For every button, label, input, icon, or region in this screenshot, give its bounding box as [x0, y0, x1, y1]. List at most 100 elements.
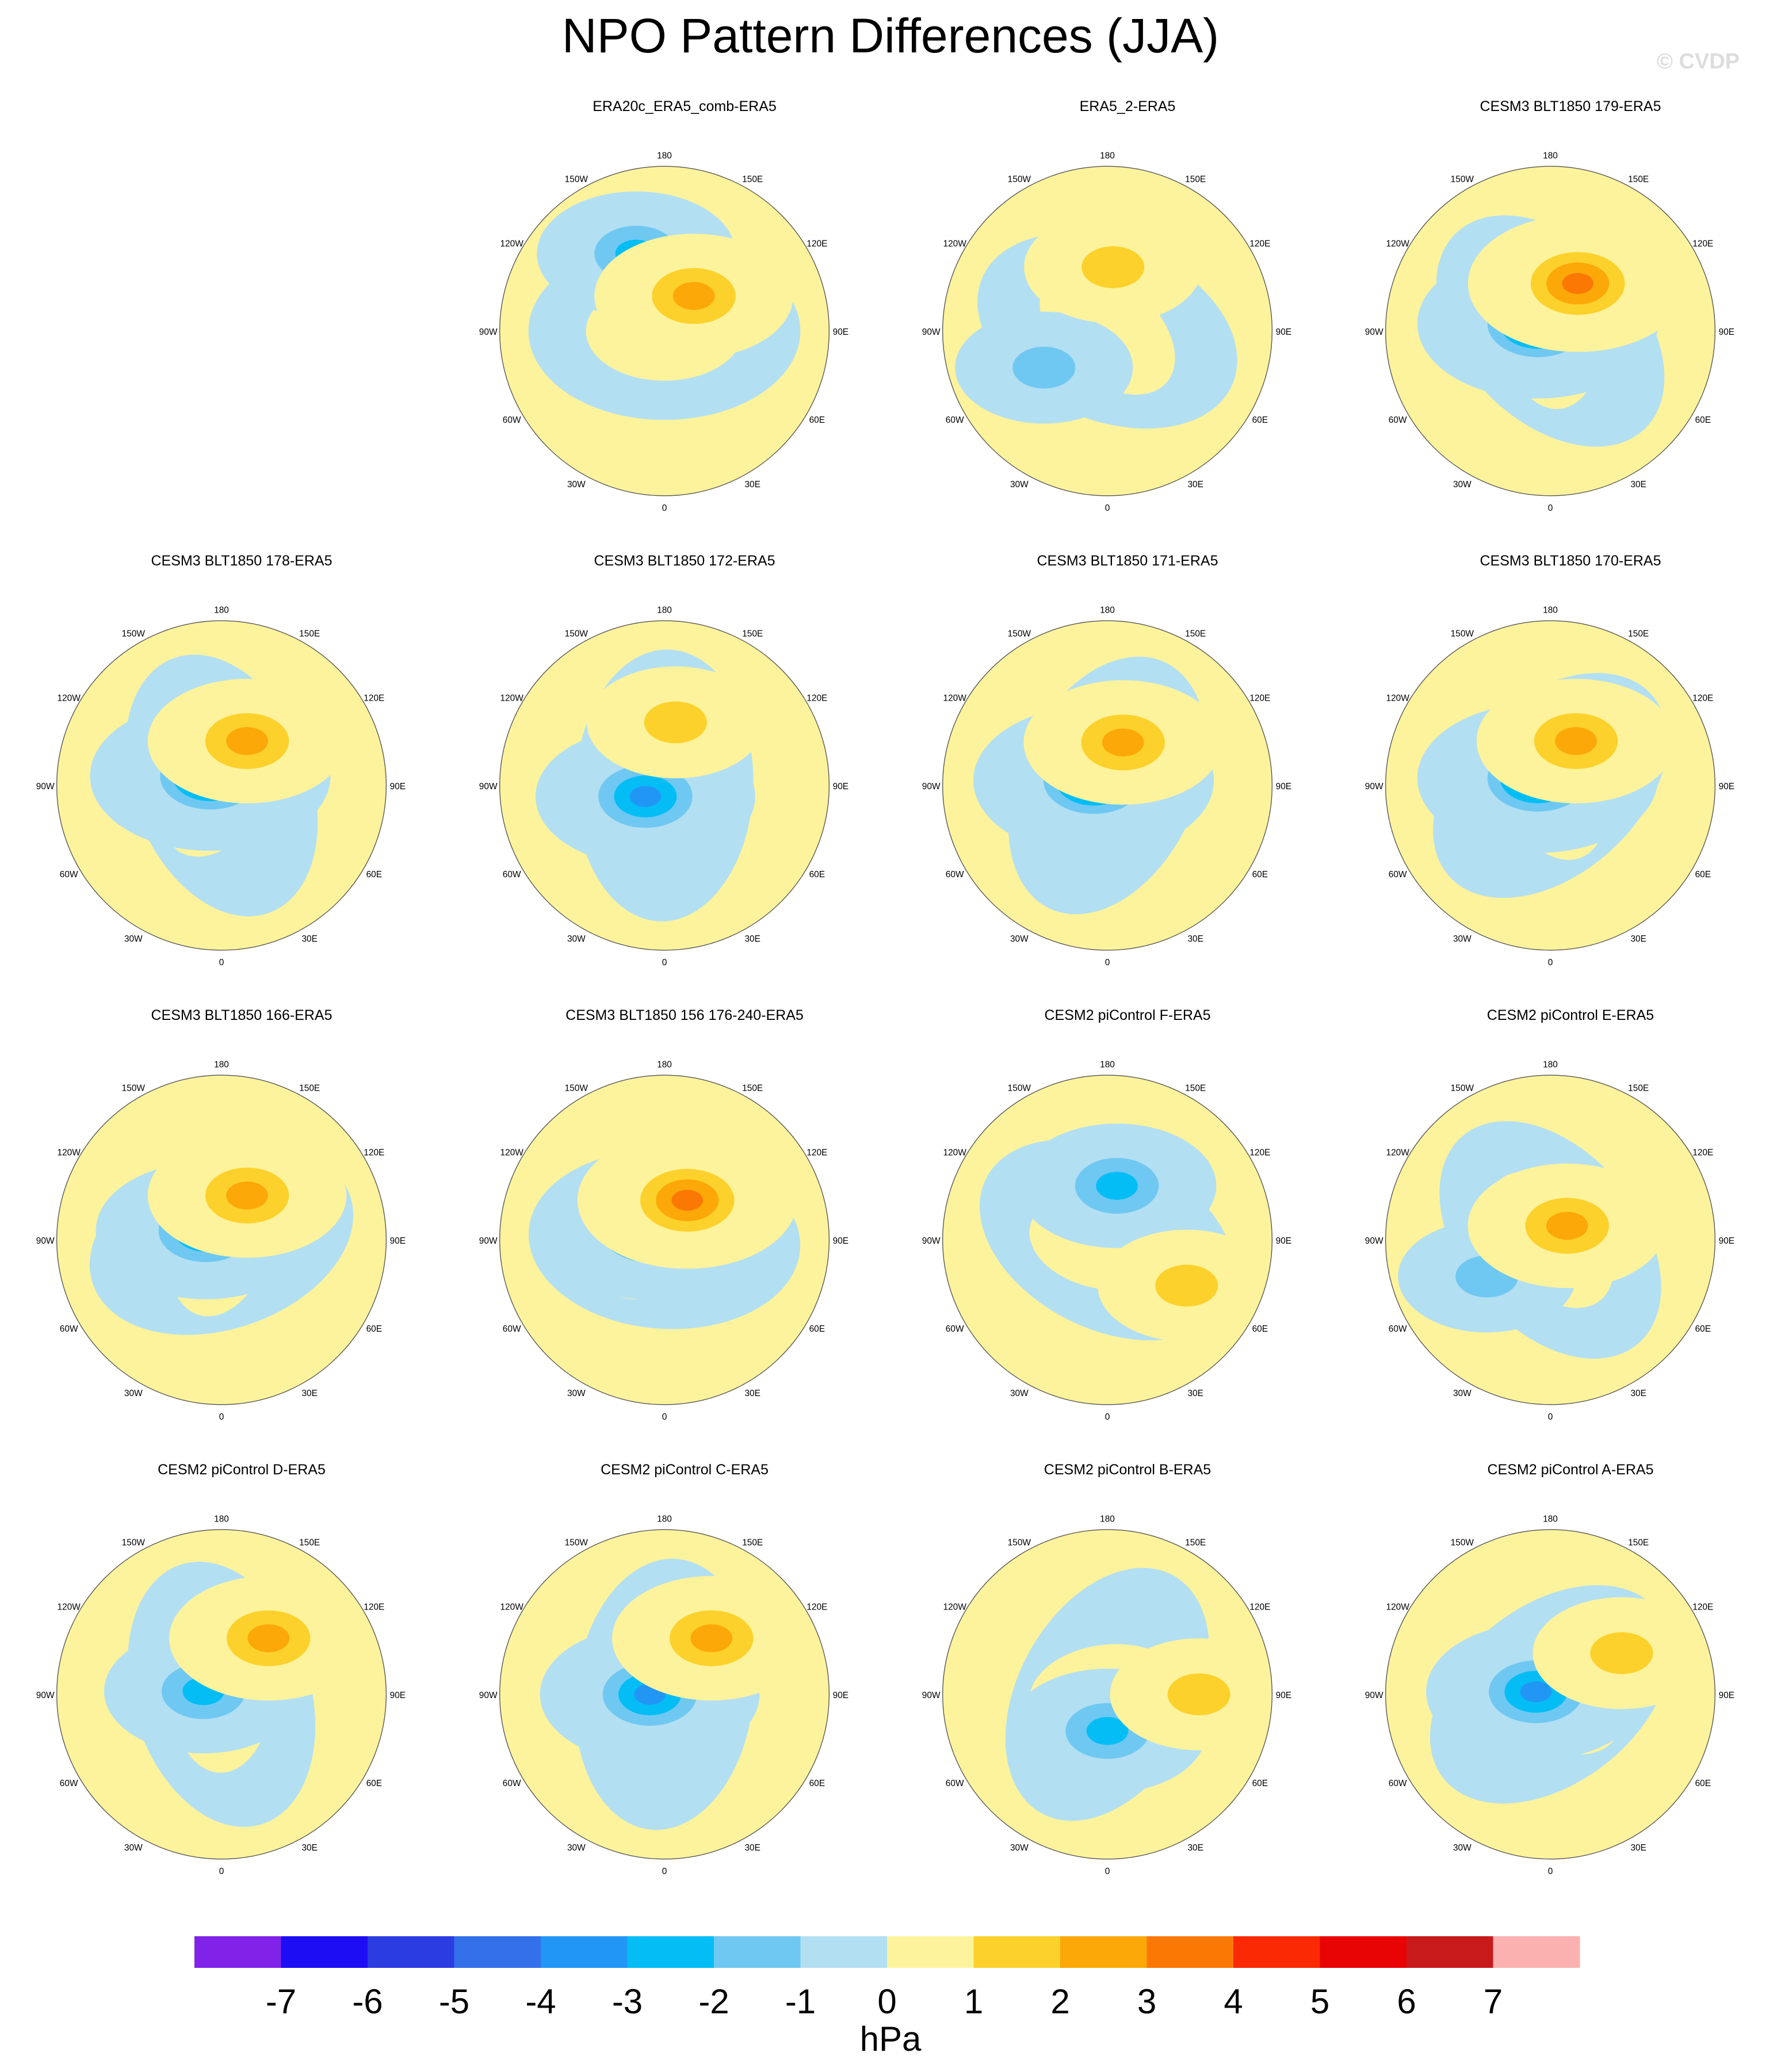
colorbar-tick-label: 3	[1137, 1982, 1156, 2021]
longitude-label: 30W	[1453, 480, 1472, 490]
longitude-label: 30E	[301, 1389, 317, 1398]
longitude-label: 90E	[1276, 1691, 1291, 1700]
longitude-label: 0	[1105, 958, 1110, 968]
longitude-label: 0	[1548, 1412, 1553, 1422]
longitude-label: 60W	[503, 870, 521, 880]
positive-anomaly-contour	[671, 1190, 704, 1211]
longitude-label: 180	[657, 1060, 672, 1069]
longitude-label: 0	[219, 1867, 224, 1876]
longitude-label: 60W	[1389, 1324, 1407, 1334]
longitude-label: 150W	[1008, 629, 1031, 639]
positive-anomaly-contour	[1081, 246, 1145, 288]
longitude-label: 30W	[567, 934, 586, 944]
longitude-label: 90E	[1719, 327, 1734, 337]
panel-title: CESM2 piControl F-ERA5	[1044, 1007, 1211, 1023]
longitude-label: 150E	[742, 1083, 763, 1093]
map-boundary	[56, 1075, 387, 1405]
longitude-label: 90E	[1719, 1236, 1734, 1246]
map-panel: CESM2 piControl A-ERA5 180 150E 120E 90E 60E 3…	[1349, 1461, 1781, 1916]
panel-title: CESM2 piControl B-ERA5	[1044, 1462, 1211, 1478]
longitude-label: 30E	[744, 1389, 760, 1398]
colorbar-swatch	[1407, 1936, 1493, 1968]
colorbar-swatch	[541, 1936, 628, 1968]
longitude-label: 60W	[60, 1779, 78, 1788]
longitude-label: 180	[1543, 1060, 1558, 1069]
longitude-label: 150W	[565, 629, 588, 639]
map-panel: CESM3 BLT1850 156 176-240-ERA5 180 150E 120…	[463, 1007, 906, 1461]
longitude-label: 30W	[1453, 1843, 1472, 1853]
map-boundary	[499, 1075, 830, 1405]
longitude-label: 90E	[833, 1236, 849, 1246]
longitude-label: 60E	[1252, 1779, 1268, 1788]
longitude-label: 60E	[1252, 415, 1268, 425]
map-panel: CESM3 BLT1850 179-ERA5 180 150E 120E 90E 60E 3…	[1349, 98, 1781, 552]
longitude-label: 120E	[1692, 694, 1713, 704]
longitude-label: 90W	[922, 1691, 941, 1700]
longitude-label: 120W	[1386, 1148, 1410, 1158]
polar-map: 180 150E 120E 90E 60E 30E 0 30W 60W 90W 120W 150W	[1365, 605, 1734, 968]
longitude-label: 90E	[390, 1691, 406, 1700]
map-boundary	[942, 620, 1273, 951]
negative-anomaly-contour	[629, 786, 662, 807]
longitude-label: 60W	[1389, 415, 1407, 425]
longitude-label: 90W	[1365, 1691, 1383, 1700]
colorbar-tick-label: 4	[1224, 1982, 1243, 2021]
longitude-label: 0	[1548, 1867, 1553, 1876]
longitude-label: 0	[219, 958, 224, 968]
longitude-label: 120E	[1249, 1148, 1270, 1158]
map-panel: CESM3 BLT1850 166-ERA5 180 150E 120E 90E 60E 3…	[20, 1007, 463, 1461]
longitude-label: 120W	[943, 239, 967, 249]
longitude-label: 0	[219, 1412, 224, 1422]
longitude-label: 90W	[36, 782, 55, 792]
longitude-label: 150W	[1008, 174, 1031, 184]
colorbar-swatch	[368, 1936, 454, 1968]
longitude-label: 0	[1548, 958, 1553, 968]
colorbar-tick-label: -3	[612, 1982, 643, 2021]
positive-anomaly-contour	[247, 1624, 290, 1653]
longitude-label: 120W	[500, 694, 524, 704]
map-boundary	[499, 166, 830, 496]
longitude-label: 150W	[565, 174, 588, 184]
polar-map: 180 150E 120E 90E 60E 30E 0 30W 60W 90W 120W 150W	[479, 1060, 849, 1422]
longitude-label: 120W	[500, 239, 524, 249]
longitude-label: 120W	[58, 694, 81, 704]
longitude-label: 150E	[1628, 174, 1649, 184]
panel-title: ERA5_2-ERA5	[1079, 98, 1176, 114]
longitude-label: 120E	[807, 1603, 827, 1612]
colorbar-swatch	[1233, 1936, 1320, 1968]
polar-map: 180 150E 120E 90E 60E 30E 0 30W 60W 90W 120W 150W	[36, 1514, 406, 1876]
positive-anomaly-contour	[1555, 727, 1597, 755]
polar-map: 180 150E 120E 90E 60E 30E 0 30W 60W 90W 120W 150W	[36, 1060, 406, 1422]
longitude-label: 150E	[1628, 1538, 1649, 1547]
map-boundary	[942, 1075, 1273, 1405]
longitude-label: 60W	[503, 1779, 521, 1788]
longitude-label: 60E	[809, 870, 825, 880]
longitude-label: 30E	[1630, 1389, 1646, 1398]
colorbar-swatch	[1060, 1936, 1147, 1968]
panel-title: CESM3 BLT1850 178-ERA5	[151, 553, 332, 569]
longitude-label: 60E	[809, 1779, 825, 1788]
longitude-label: 90W	[479, 327, 498, 337]
colorbar-swatch	[887, 1936, 974, 1968]
longitude-label: 180	[657, 605, 672, 615]
map-panel: CESM3 BLT1850 172-ERA5 180 150E 120E 90E 60E 3…	[463, 552, 906, 1007]
longitude-label: 90W	[1365, 782, 1383, 792]
colorbar-tick-label: -2	[698, 1982, 729, 2021]
longitude-label: 0	[662, 1867, 667, 1876]
longitude-label: 120W	[58, 1148, 81, 1158]
longitude-label: 90W	[36, 1236, 55, 1246]
colorbar-tick-label: 2	[1050, 1982, 1069, 2021]
polar-map: 180 150E 120E 90E 60E 30E 0 30W 60W 90W 120W 150W	[479, 1514, 849, 1876]
longitude-label: 60W	[60, 1324, 78, 1334]
longitude-label: 180	[214, 605, 229, 615]
longitude-label: 60E	[1695, 870, 1711, 880]
longitude-label: 150W	[565, 1538, 588, 1547]
longitude-label: 120W	[943, 1603, 967, 1612]
negative-anomaly-contour	[1096, 1172, 1138, 1200]
map-panel: CESM2 piControl C-ERA5 180 150E 120E 90E 60E 3…	[463, 1461, 906, 1916]
longitude-label: 30W	[1453, 934, 1472, 944]
longitude-label: 0	[662, 958, 667, 968]
longitude-label: 90W	[479, 1691, 498, 1700]
map-boundary	[1385, 1529, 1716, 1860]
polar-map: 180 150E 120E 90E 60E 30E 0 30W 60W 90W 120W 150W	[922, 605, 1291, 968]
